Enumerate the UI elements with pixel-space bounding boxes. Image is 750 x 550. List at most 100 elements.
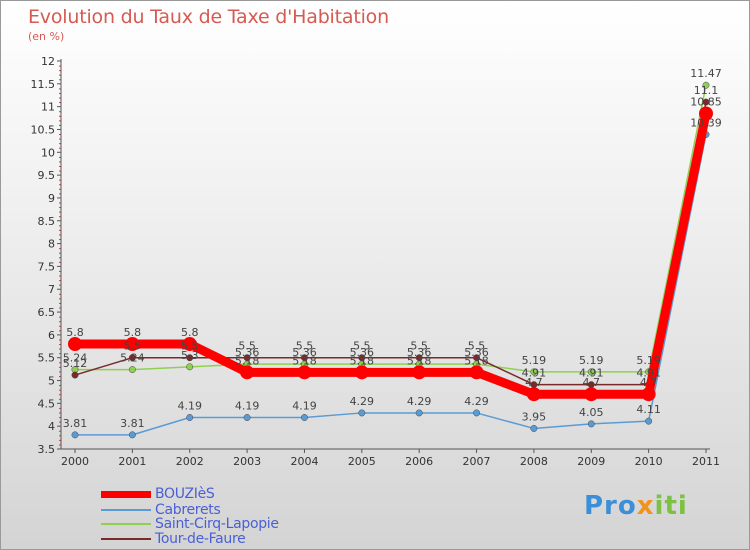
y-minor-tick xyxy=(59,252,61,254)
x-tick-label: 2003 xyxy=(233,455,261,468)
y-minor-tick xyxy=(59,412,61,414)
legend-swatch-bouzies xyxy=(101,490,151,498)
data-label: 4.19 xyxy=(292,400,317,413)
legend-item-saint-cirq-lapopie: Saint-Cirq-Lapopie xyxy=(101,516,279,532)
legend-label-saint-cirq-lapopie: Saint-Cirq-Lapopie xyxy=(155,516,279,532)
y-minor-tick xyxy=(59,398,61,400)
y-minor-tick xyxy=(59,421,61,423)
data-point xyxy=(71,371,79,379)
y-minor-tick xyxy=(59,239,61,241)
data-label: 5.5 xyxy=(353,340,371,353)
y-tick-label: 4.5 xyxy=(38,397,56,410)
data-point xyxy=(301,414,308,421)
data-label: 5.36 xyxy=(407,346,432,359)
y-minor-tick xyxy=(59,184,61,186)
x-tick-label: 2002 xyxy=(176,455,204,468)
data-label: 5.36 xyxy=(292,346,317,359)
legend-label-cabrerets: Cabrerets xyxy=(155,502,221,518)
y-tick-label: 12 xyxy=(41,55,55,68)
y-tick-label: 11 xyxy=(41,101,55,114)
y-minor-tick xyxy=(59,225,61,227)
y-minor-tick xyxy=(59,417,61,419)
y-minor-tick xyxy=(59,216,61,218)
data-point xyxy=(243,354,251,362)
data-label: 5.12 xyxy=(63,357,88,370)
y-minor-tick xyxy=(59,307,61,309)
data-label: 11.47 xyxy=(690,67,722,80)
y-tick-label: 7.5 xyxy=(38,260,56,273)
data-label: 4.29 xyxy=(407,395,432,408)
data-label: 3.81 xyxy=(120,417,145,430)
data-point xyxy=(587,420,595,428)
y-tick-label: 10 xyxy=(41,146,55,159)
data-point xyxy=(301,354,308,362)
data-label: 4.19 xyxy=(235,400,260,413)
y-minor-tick xyxy=(59,70,61,72)
y-tick-label: 3.5 xyxy=(38,443,56,456)
data-label: 5.18 xyxy=(407,354,432,367)
x-tick-label: 2008 xyxy=(520,455,548,468)
data-label: 5.5 xyxy=(238,340,256,353)
data-point xyxy=(641,387,656,402)
data-point xyxy=(186,354,194,362)
data-point xyxy=(526,387,541,402)
data-point xyxy=(71,431,79,439)
data-label: 5.5 xyxy=(124,340,142,353)
y-minor-tick xyxy=(59,275,61,277)
data-point xyxy=(645,417,653,425)
data-point xyxy=(530,425,538,432)
y-minor-tick xyxy=(59,111,61,113)
y-tick-label: 5.5 xyxy=(38,352,56,365)
y-minor-tick xyxy=(59,165,61,167)
y-minor-tick xyxy=(59,389,61,391)
y-minor-tick xyxy=(59,188,61,190)
y-minor-tick xyxy=(59,261,61,263)
y-minor-tick xyxy=(59,444,61,446)
series-line-2 xyxy=(75,85,707,373)
data-point xyxy=(358,354,366,362)
proxiti-logo: Proxiti xyxy=(584,491,688,521)
data-label: 5.36 xyxy=(464,346,489,359)
legend-swatch-saint-cirq-lapopie xyxy=(101,523,151,525)
x-tick-label: 2000 xyxy=(61,455,89,468)
data-point xyxy=(125,337,140,352)
x-tick-label: 2007 xyxy=(463,455,491,468)
y-minor-tick xyxy=(59,325,61,327)
x-tick-label: 2009 xyxy=(577,455,605,468)
data-label: 4.7 xyxy=(525,376,543,389)
x-tick-label: 2011 xyxy=(692,455,720,468)
legend-item-bouzies: BOUZIèS xyxy=(101,486,215,502)
data-label: 3.81 xyxy=(63,417,88,430)
y-minor-tick xyxy=(59,202,61,204)
y-minor-tick xyxy=(59,161,61,163)
data-label: 5.19 xyxy=(522,354,547,367)
legend-label-bouzies: BOUZIèS xyxy=(155,486,215,502)
y-minor-tick xyxy=(59,321,61,323)
y-minor-tick xyxy=(59,298,61,300)
y-minor-tick xyxy=(59,248,61,250)
y-minor-tick xyxy=(59,79,61,81)
data-point xyxy=(412,365,427,380)
y-minor-tick xyxy=(59,179,61,181)
y-minor-tick xyxy=(59,138,61,140)
y-minor-tick xyxy=(59,257,61,259)
y-minor-tick xyxy=(59,330,61,332)
y-minor-tick xyxy=(59,348,61,350)
legend-item-cabrerets: Cabrerets xyxy=(101,502,221,518)
y-tick-label: 4 xyxy=(48,420,55,433)
y-minor-tick xyxy=(59,102,61,104)
chart-subtitle: (en %) xyxy=(28,30,65,43)
data-point xyxy=(415,409,423,417)
x-tick-label: 2005 xyxy=(348,455,376,468)
y-tick-label: 10.5 xyxy=(31,123,56,136)
data-label: 5.5 xyxy=(296,340,314,353)
data-point xyxy=(473,354,480,362)
data-point xyxy=(297,365,312,380)
x-tick-label: 2001 xyxy=(118,455,146,468)
data-label: 5.18 xyxy=(235,354,260,367)
y-minor-tick xyxy=(59,385,61,387)
data-label: 5.24 xyxy=(63,352,88,365)
data-point xyxy=(128,431,136,439)
